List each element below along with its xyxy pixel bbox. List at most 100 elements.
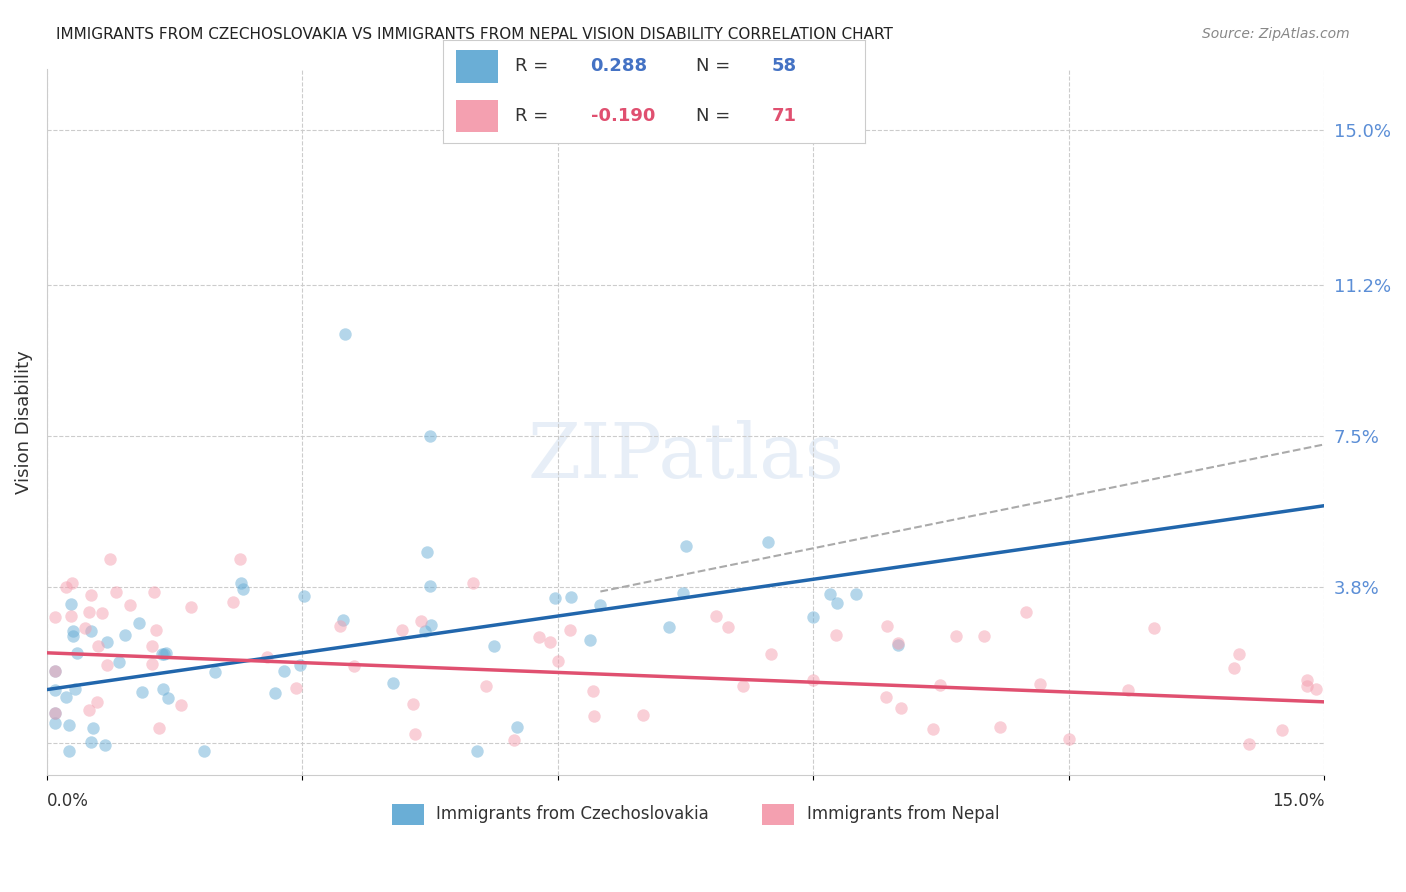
- Point: [180, 599, 202, 614]
- Point: [150, 647, 173, 661]
- Point: [131, 685, 153, 699]
- Point: [90, 607, 112, 621]
- Point: [343, 659, 366, 673]
- Point: [704, 609, 727, 624]
- Point: [801, 673, 824, 687]
- Point: [80, 588, 103, 602]
- Point: [79, 605, 101, 619]
- Point: [1143, 621, 1166, 635]
- Point: [547, 654, 569, 668]
- Point: [59, 609, 82, 624]
- Point: [890, 700, 912, 714]
- Point: [98, 552, 121, 566]
- Point: [66, 646, 89, 660]
- Point: [543, 591, 565, 605]
- Point: [409, 614, 432, 628]
- Text: Source: ZipAtlas.com: Source: ZipAtlas.com: [1202, 27, 1350, 41]
- Point: [62, 576, 84, 591]
- Point: [44, 664, 66, 678]
- Point: [55, 580, 77, 594]
- Point: [589, 598, 612, 612]
- Point: [1296, 673, 1319, 688]
- Point: [114, 628, 136, 642]
- Point: [1305, 681, 1327, 696]
- Text: 0.0%: 0.0%: [46, 792, 89, 810]
- Point: [1271, 723, 1294, 737]
- Point: [96, 634, 118, 648]
- Text: Immigrants from Czechoslovakia: Immigrants from Czechoslovakia: [436, 805, 709, 823]
- Y-axis label: Vision Disability: Vision Disability: [15, 350, 32, 494]
- Point: [94, 738, 117, 752]
- Text: 15.0%: 15.0%: [1271, 792, 1324, 810]
- Point: [86, 694, 108, 708]
- Point: [141, 657, 163, 671]
- Point: [44, 715, 66, 730]
- Point: [1227, 647, 1250, 661]
- Point: [273, 665, 295, 679]
- Point: [82, 721, 104, 735]
- Point: [142, 585, 165, 599]
- Point: [419, 429, 441, 443]
- Point: [152, 681, 174, 696]
- Point: [402, 697, 425, 711]
- Point: [1223, 660, 1246, 674]
- Point: [631, 708, 654, 723]
- Point: [845, 587, 868, 601]
- Point: [467, 744, 489, 758]
- Point: [945, 630, 967, 644]
- Text: R =: R =: [515, 57, 554, 75]
- Text: 71: 71: [772, 107, 797, 125]
- Point: [44, 664, 66, 678]
- Point: [118, 598, 141, 612]
- Point: [461, 575, 484, 590]
- FancyBboxPatch shape: [392, 804, 423, 825]
- Point: [77, 703, 100, 717]
- Point: [506, 721, 529, 735]
- Point: [484, 639, 506, 653]
- Text: IMMIGRANTS FROM CZECHOSLOVAKIA VS IMMIGRANTS FROM NEPAL VISION DISABILITY CORREL: IMMIGRANTS FROM CZECHOSLOVAKIA VS IMMIGR…: [56, 27, 893, 42]
- Point: [58, 717, 80, 731]
- Point: [922, 723, 945, 737]
- Point: [756, 535, 779, 549]
- Point: [128, 615, 150, 630]
- Point: [65, 682, 87, 697]
- Point: [156, 690, 179, 705]
- Point: [332, 613, 354, 627]
- Point: [928, 678, 950, 692]
- Point: [1029, 677, 1052, 691]
- Point: [527, 630, 550, 644]
- Point: [169, 698, 191, 713]
- Point: [59, 598, 82, 612]
- Point: [256, 649, 278, 664]
- Point: [1237, 737, 1260, 751]
- FancyBboxPatch shape: [456, 100, 498, 132]
- Point: [96, 658, 118, 673]
- Text: R =: R =: [515, 107, 554, 125]
- Text: N =: N =: [696, 107, 735, 125]
- Point: [672, 586, 695, 600]
- Point: [887, 638, 910, 652]
- Point: [474, 679, 496, 693]
- Point: [87, 639, 110, 653]
- Point: [973, 630, 995, 644]
- Point: [148, 721, 170, 735]
- Point: [44, 706, 66, 720]
- Point: [193, 744, 215, 758]
- Point: [820, 587, 842, 601]
- Point: [329, 619, 352, 633]
- Text: -0.190: -0.190: [591, 107, 655, 125]
- Point: [657, 620, 679, 634]
- Text: N =: N =: [696, 57, 735, 75]
- Point: [876, 619, 898, 633]
- Point: [153, 648, 176, 662]
- Point: [44, 683, 66, 698]
- Point: [108, 655, 131, 669]
- Point: [382, 675, 405, 690]
- Point: [759, 647, 782, 661]
- Point: [1015, 605, 1038, 619]
- Point: [560, 590, 582, 604]
- Point: [582, 709, 605, 723]
- Text: Immigrants from Nepal: Immigrants from Nepal: [807, 805, 1000, 823]
- Point: [538, 635, 561, 649]
- Point: [44, 706, 66, 720]
